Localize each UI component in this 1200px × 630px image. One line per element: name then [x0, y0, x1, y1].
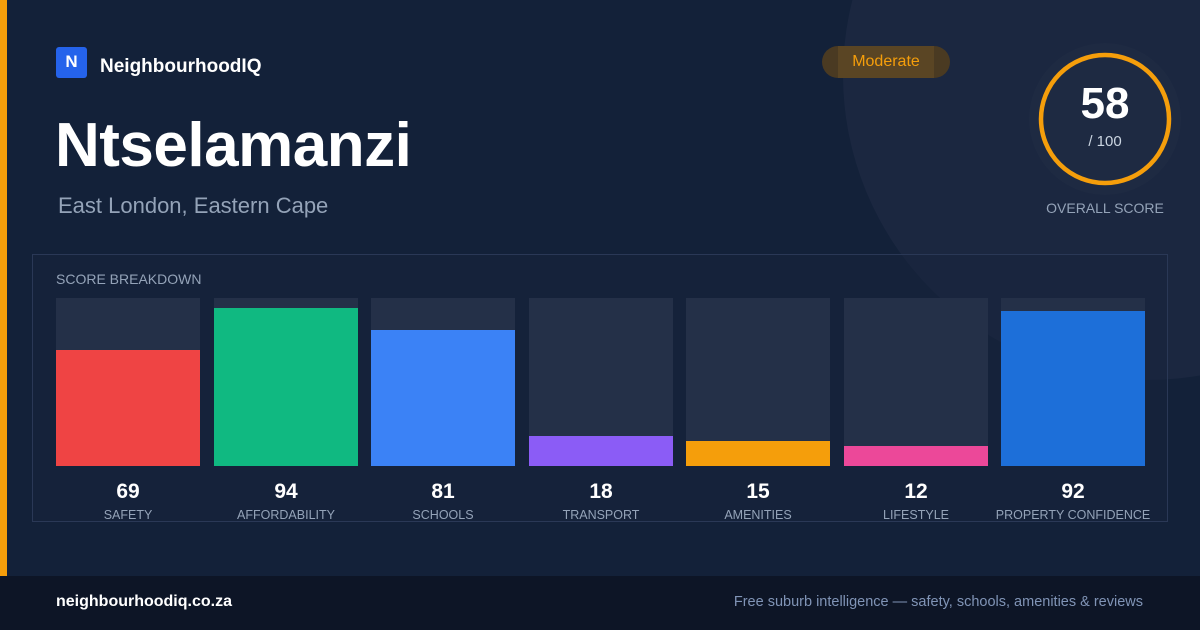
score-breakdown-title: SCORE BREAKDOWN: [56, 271, 202, 287]
suburb-title: Ntselamanzi: [55, 111, 412, 180]
overall-score-max: / 100: [1088, 133, 1122, 150]
overall-score-value: 58: [1080, 79, 1130, 128]
footer-url[interactable]: neighbourhoodiq.co.za: [56, 593, 232, 610]
overall-score-ring: [1029, 43, 1181, 195]
footer: [0, 576, 1200, 630]
accent-bar: [0, 0, 7, 576]
brand-name: NeighbourhoodIQ: [100, 56, 262, 77]
score-breakdown-panel: [32, 254, 1168, 522]
rating-badge-label: Moderate: [838, 46, 934, 78]
brand: N NeighbourhoodIQ: [56, 46, 261, 78]
score-ring-stroke: [1038, 52, 1172, 186]
suburb-location: East London, Eastern Cape: [58, 193, 329, 218]
score-ring-background: [1029, 43, 1181, 195]
footer-tagline: Free suburb intelligence — safety, schoo…: [733, 594, 1143, 610]
overall-score-label: OVERALL SCORE: [1046, 200, 1164, 216]
rating-badge: Moderate: [822, 46, 950, 78]
brand-logo-icon: N: [56, 46, 87, 78]
